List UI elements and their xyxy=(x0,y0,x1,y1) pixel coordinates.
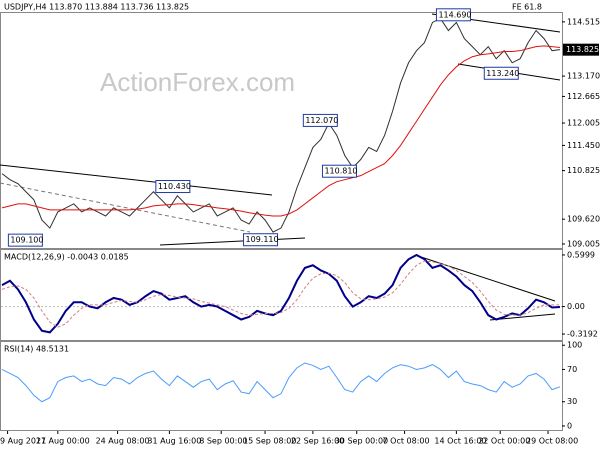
annotation-label: 110.810 xyxy=(324,167,357,176)
y-tick-label: 70 xyxy=(567,365,577,374)
x-tick-label: 7 Oct 08:00 xyxy=(383,437,430,446)
annotation-box xyxy=(155,180,191,194)
x-tick-label: 14 Oct 16:00 xyxy=(434,437,486,446)
trendline xyxy=(159,237,306,246)
trendline xyxy=(0,182,251,233)
fe-note: FE 61.8 xyxy=(512,3,542,12)
annotation-label: 112.070 xyxy=(305,116,338,125)
x-tick-label: 22 Sep 16:00 xyxy=(291,437,344,446)
x-tick-label: 22 Oct 00:00 xyxy=(478,437,530,446)
x-tick-label: 17 Aug 00:00 xyxy=(36,437,90,446)
x-tick-label: 8 Sep 00:00 xyxy=(199,437,247,446)
y-tick-label: 0 xyxy=(567,421,572,430)
series-line xyxy=(1,362,561,403)
chart-title: USDJPY,H4 113.870 113.884 113.736 113.82… xyxy=(4,3,189,12)
rsi-panel xyxy=(0,341,563,431)
y-tick-label: 112.665 xyxy=(567,92,600,101)
y-tick-label: 30 xyxy=(567,397,577,406)
annotation-label: 109.100 xyxy=(10,236,43,245)
y-tick-label: 0.5999 xyxy=(567,250,595,259)
series-line xyxy=(1,17,561,233)
x-tick-label: 15 Sep 08:00 xyxy=(243,437,296,446)
y-tick-label: -0.3192 xyxy=(567,330,598,339)
x-tick-label: 24 Aug 08:00 xyxy=(96,437,150,446)
y-tick-label: 109.620 xyxy=(567,215,600,224)
annotation-box xyxy=(302,113,338,127)
y-tick-label: 0.00 xyxy=(567,302,585,311)
annotation-box xyxy=(321,164,357,178)
x-tick-label: 29 Oct 08:00 xyxy=(526,437,578,446)
annotation-label: 109.110 xyxy=(246,235,279,244)
annotation-box xyxy=(435,8,471,22)
trendline xyxy=(414,254,556,302)
series-line xyxy=(1,45,561,217)
price-marker-box xyxy=(563,43,599,56)
price-panel xyxy=(0,12,563,249)
y-tick-label: 112.005 xyxy=(567,119,600,128)
y-tick-label: 113.170 xyxy=(567,72,600,81)
trendline xyxy=(0,164,273,196)
annotation-label: 110.430 xyxy=(158,182,191,191)
macd-title: MACD(12,26,9) -0.0043 0.0185 xyxy=(4,253,129,262)
annotation-box xyxy=(243,233,279,247)
y-tick-label: 110.825 xyxy=(567,166,600,175)
watermark: ActionForex.com xyxy=(100,67,295,97)
y-tick-label: 114.515 xyxy=(567,17,600,26)
annotation-label: 114.690 xyxy=(438,10,471,19)
trendlines xyxy=(0,13,561,321)
annotation-box xyxy=(483,66,519,80)
x-tick-label: 31 Aug 16:00 xyxy=(147,437,201,446)
series-line xyxy=(1,260,561,328)
y-tick-label: 100 xyxy=(567,341,582,350)
series-line xyxy=(1,253,561,334)
annotation-label: 113.240 xyxy=(486,69,519,78)
x-tick-label: 30 Sep 00:00 xyxy=(335,437,388,446)
price-marker-label: 113.825 xyxy=(566,45,599,54)
macd-panel xyxy=(0,249,563,341)
annotation-box xyxy=(7,233,43,247)
rsi-title: RSI(14) 48.5131 xyxy=(4,345,69,354)
y-tick-label: 109.005 xyxy=(567,239,600,248)
y-tick-label: 111.450 xyxy=(567,141,600,150)
x-tick-label: 9 Aug 2021 xyxy=(0,437,46,446)
